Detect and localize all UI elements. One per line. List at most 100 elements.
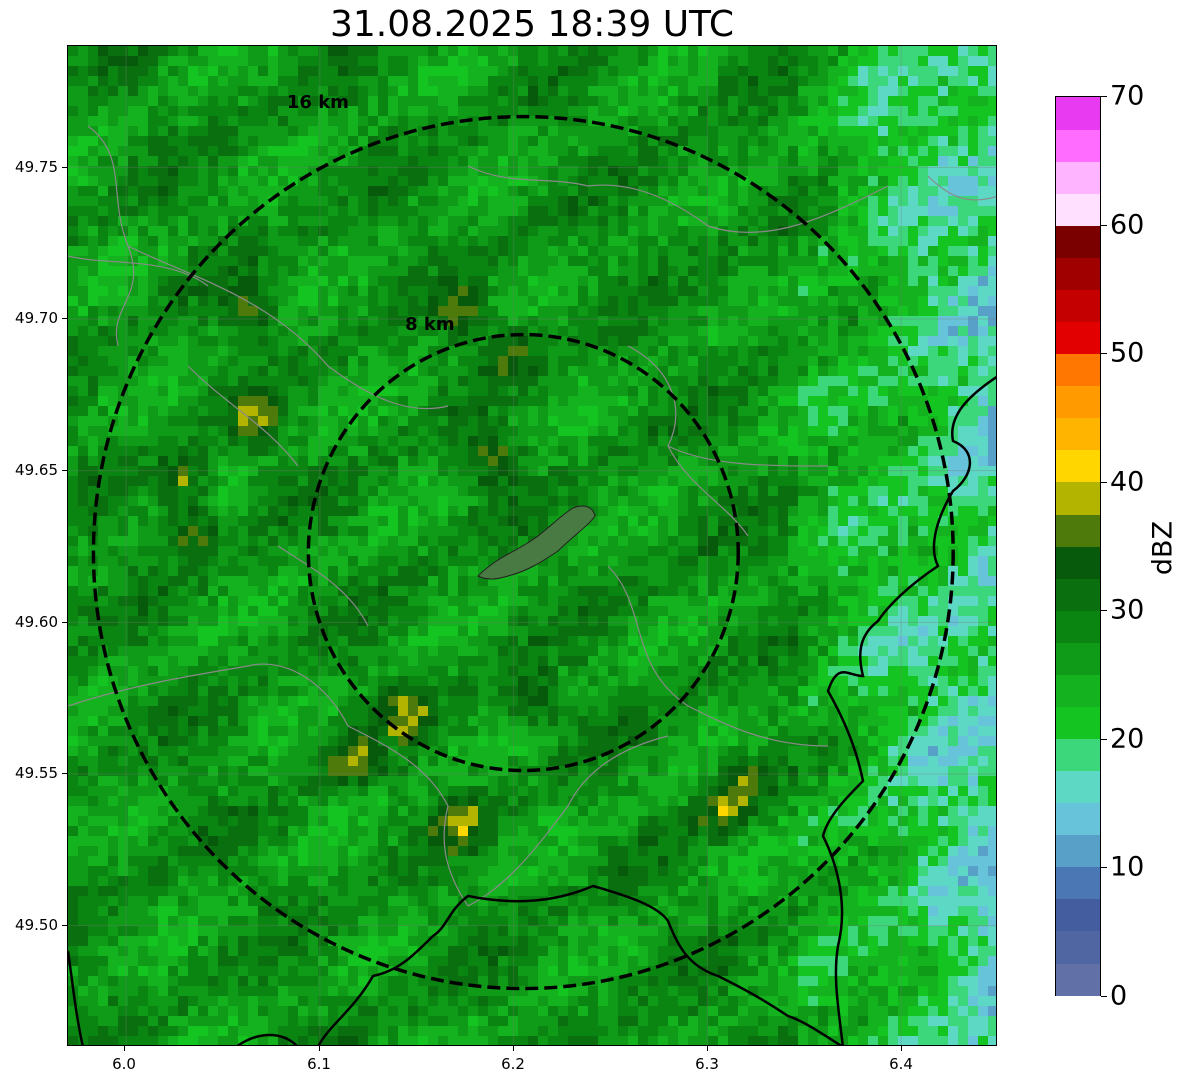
reflectivity-cell xyxy=(138,566,148,576)
reflectivity-cell xyxy=(228,96,238,106)
reflectivity-cell xyxy=(198,156,208,166)
reflectivity-cell xyxy=(928,166,938,176)
reflectivity-cell xyxy=(218,156,228,166)
reflectivity-cell xyxy=(538,216,548,226)
reflectivity-cell xyxy=(488,476,498,486)
reflectivity-cell xyxy=(698,506,708,516)
reflectivity-cell xyxy=(258,176,268,186)
reflectivity-cell xyxy=(728,286,738,296)
reflectivity-cell xyxy=(848,286,858,296)
reflectivity-cell xyxy=(228,126,238,136)
reflectivity-cell xyxy=(298,296,308,306)
reflectivity-cell xyxy=(238,546,248,556)
reflectivity-cell xyxy=(858,486,868,496)
reflectivity-cell xyxy=(788,146,798,156)
reflectivity-cell xyxy=(748,236,758,246)
reflectivity-cell xyxy=(528,206,538,216)
reflectivity-cell xyxy=(498,76,508,86)
reflectivity-cell xyxy=(148,246,158,256)
reflectivity-cell xyxy=(558,336,568,346)
reflectivity-cell xyxy=(798,426,808,436)
reflectivity-cell xyxy=(78,356,88,366)
reflectivity-cell xyxy=(518,276,528,286)
reflectivity-cell xyxy=(328,126,338,136)
reflectivity-cell xyxy=(578,216,588,226)
reflectivity-cell xyxy=(728,366,738,376)
reflectivity-cell xyxy=(108,446,118,456)
reflectivity-cell xyxy=(788,406,798,416)
reflectivity-cell xyxy=(468,136,478,146)
reflectivity-cell xyxy=(518,536,528,546)
reflectivity-cell xyxy=(338,256,348,266)
reflectivity-cell xyxy=(68,406,78,416)
reflectivity-cell xyxy=(448,206,458,216)
reflectivity-cell xyxy=(638,296,648,306)
reflectivity-cell xyxy=(888,66,898,76)
reflectivity-cell xyxy=(988,366,996,376)
reflectivity-cell xyxy=(798,96,808,106)
reflectivity-cell xyxy=(738,416,748,426)
reflectivity-cell xyxy=(898,556,908,566)
reflectivity-cell xyxy=(968,256,978,266)
reflectivity-cell xyxy=(298,356,308,366)
reflectivity-cell xyxy=(318,516,328,526)
reflectivity-cell xyxy=(988,566,996,576)
reflectivity-cell xyxy=(218,356,228,366)
reflectivity-cell xyxy=(908,196,918,206)
reflectivity-cell xyxy=(78,216,88,226)
reflectivity-cell xyxy=(588,216,598,226)
reflectivity-cell xyxy=(318,336,328,346)
reflectivity-cell xyxy=(718,366,728,376)
reflectivity-cell xyxy=(328,296,338,306)
reflectivity-cell xyxy=(328,276,338,286)
reflectivity-cell xyxy=(488,556,498,566)
reflectivity-cell xyxy=(318,286,328,296)
reflectivity-cell xyxy=(808,556,818,566)
reflectivity-cell xyxy=(798,306,808,316)
reflectivity-cell xyxy=(758,226,768,236)
reflectivity-cell xyxy=(658,126,668,136)
reflectivity-cell xyxy=(808,266,818,276)
reflectivity-cell xyxy=(178,376,188,386)
reflectivity-cell xyxy=(498,536,508,546)
reflectivity-cell xyxy=(618,466,628,476)
reflectivity-cell xyxy=(818,396,828,406)
reflectivity-cell xyxy=(408,506,418,516)
reflectivity-cell xyxy=(158,256,168,266)
reflectivity-cell xyxy=(568,116,578,126)
reflectivity-cell xyxy=(608,166,618,176)
reflectivity-cell xyxy=(378,236,388,246)
reflectivity-cell xyxy=(348,516,358,526)
reflectivity-cell xyxy=(688,336,698,346)
reflectivity-cell xyxy=(978,306,988,316)
reflectivity-cell xyxy=(658,176,668,186)
reflectivity-cell xyxy=(578,336,588,346)
reflectivity-cell xyxy=(208,526,218,536)
reflectivity-cell xyxy=(288,186,298,196)
reflectivity-cell xyxy=(118,336,128,346)
reflectivity-cell xyxy=(718,166,728,176)
reflectivity-cell xyxy=(448,456,458,466)
reflectivity-cell xyxy=(338,556,348,566)
reflectivity-cell xyxy=(238,86,248,96)
reflectivity-cell xyxy=(988,76,996,86)
reflectivity-cell xyxy=(428,46,438,56)
reflectivity-cell xyxy=(628,86,638,96)
reflectivity-cell xyxy=(338,126,348,136)
reflectivity-cell xyxy=(98,496,108,506)
reflectivity-cell xyxy=(478,306,488,316)
reflectivity-cell xyxy=(778,496,788,506)
reflectivity-cell xyxy=(418,546,428,556)
reflectivity-cell xyxy=(178,536,188,546)
reflectivity-cell xyxy=(598,446,608,456)
reflectivity-cell xyxy=(248,236,258,246)
reflectivity-cell xyxy=(288,286,298,296)
reflectivity-cell xyxy=(628,116,638,126)
reflectivity-cell xyxy=(138,286,148,296)
reflectivity-cell xyxy=(748,276,758,286)
reflectivity-cell xyxy=(78,46,88,56)
reflectivity-cell xyxy=(508,166,518,176)
reflectivity-cell xyxy=(598,76,608,86)
reflectivity-cell xyxy=(208,66,218,76)
reflectivity-cell xyxy=(648,126,658,136)
